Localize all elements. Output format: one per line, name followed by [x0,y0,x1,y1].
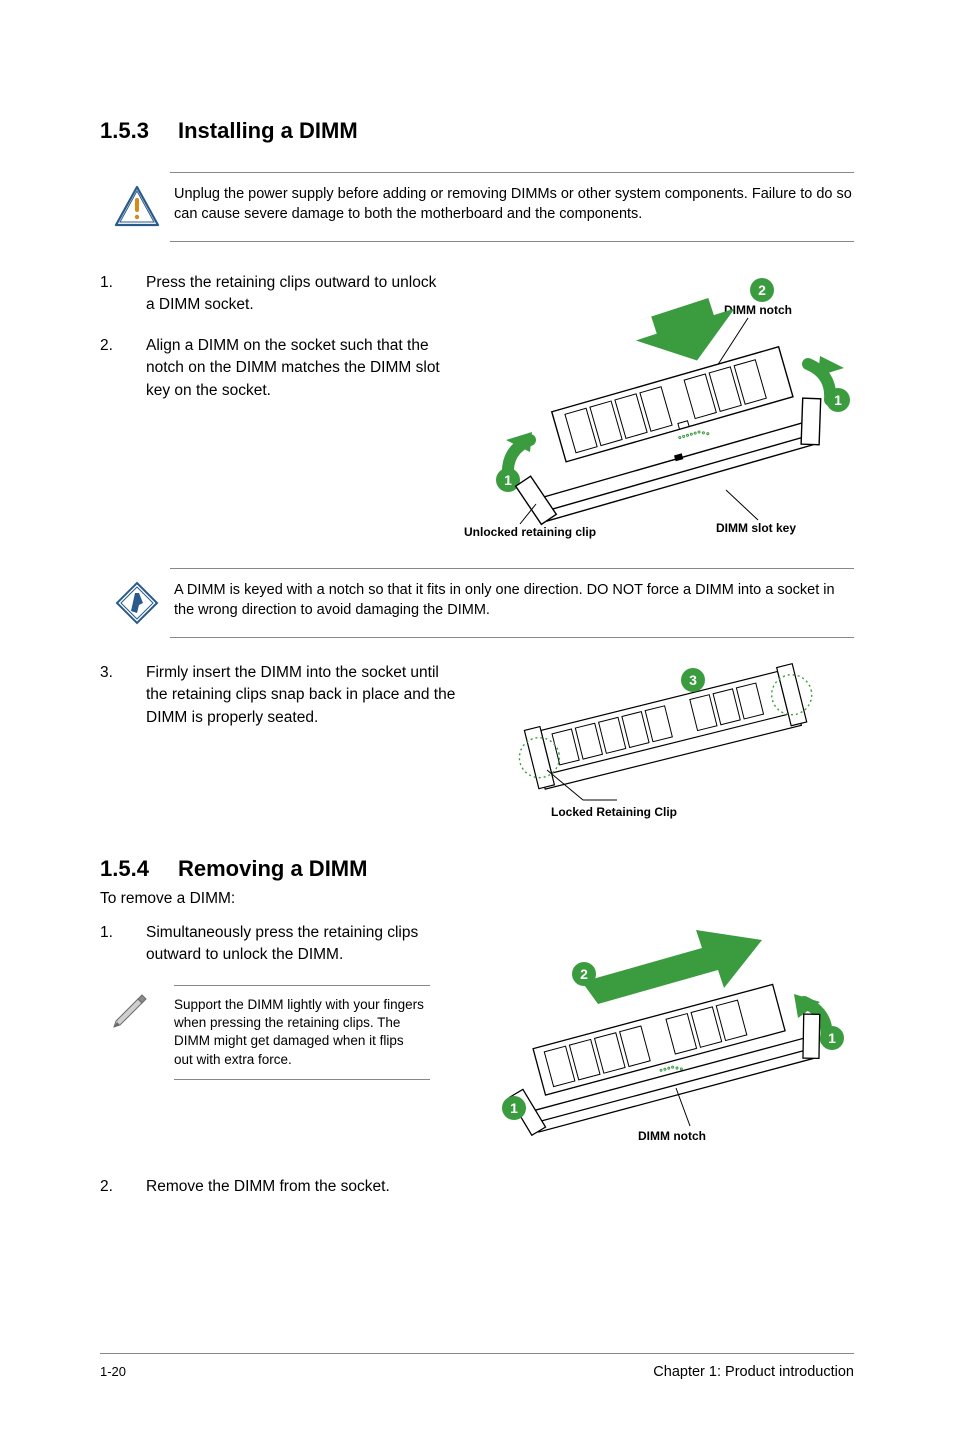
label-dimm-notch-b: DIMM notch [638,1129,706,1143]
label-slot-key: DIMM slot key [716,521,796,535]
remove-step-2: 2. Remove the DIMM from the socket. [100,1176,854,1198]
remove-intro: To remove a DIMM: [100,890,854,908]
label-locked-clip: Locked Retaining Clip [551,805,677,819]
heading-1-5-3: 1.5.3Installing a DIMM [100,118,854,144]
install-row-1: 1. Press the retaining clips outward to … [100,272,854,542]
step-number: 1. [100,922,120,967]
badge-3: 3 [689,672,697,688]
note-text: Support the DIMM lightly with your finge… [174,996,424,1069]
step-number: 2. [100,335,120,402]
install-step-2: 2. Align a DIMM on the socket such that … [100,335,440,402]
step-text: Firmly insert the DIMM into the socket u… [146,662,460,729]
pencil-icon [100,985,160,1080]
step-number: 2. [100,1176,120,1198]
badge-1l: 1 [504,472,512,488]
warning-text: Unplug the power supply before adding or… [174,185,854,224]
warning-callout: Unplug the power supply before adding or… [170,172,854,242]
install-step-3: 3. Firmly insert the DIMM into the socke… [100,662,460,729]
tip-text: A DIMM is keyed with a notch so that it … [174,581,854,620]
page-content: 1.5.3Installing a DIMM Unplug the power … [0,0,954,1438]
remove-row: 1. Simultaneously press the retaining cl… [100,922,854,1152]
tip-callout: A DIMM is keyed with a notch so that it … [170,568,854,638]
install-step-1: 1. Press the retaining clips outward to … [100,272,440,317]
badge-2b: 2 [580,966,588,982]
warning-icon [114,185,160,229]
install-row-2: 3. Firmly insert the DIMM into the socke… [100,662,854,822]
diagram-3: 2 1 [450,922,854,1152]
remove-step-1: 1. Simultaneously press the retaining cl… [100,922,430,967]
section-title: Removing a DIMM [178,856,367,881]
diagram-1: 2 DIMM notch 1 1 [460,272,860,542]
step-text: Press the retaining clips outward to unl… [146,272,440,317]
footer-page-number: 1-20 [100,1364,126,1380]
step-text: Remove the DIMM from the socket. [146,1176,390,1198]
section-number: 1.5.4 [100,856,178,882]
section-title: Installing a DIMM [178,118,358,143]
step-text: Align a DIMM on the socket such that the… [146,335,440,402]
section-number: 1.5.3 [100,118,178,144]
label-dimm-notch: DIMM notch [724,303,792,317]
page-footer: 1-20 Chapter 1: Product introduction [100,1353,854,1380]
badge-1r: 1 [834,392,842,408]
step-text: Simultaneously press the retaining clips… [146,922,430,967]
badge-2: 2 [758,282,766,298]
badge-1rb: 1 [828,1030,836,1046]
diagram-2: 3 Locked Retaining Clip [480,662,854,822]
install-steps-col: 1. Press the retaining clips outward to … [100,272,440,542]
label-unlocked-clip: Unlocked retaining clip [464,525,596,539]
footer-chapter: Chapter 1: Product introduction [653,1364,854,1380]
heading-1-5-4: 1.5.4Removing a DIMM [100,856,854,882]
badge-1lb: 1 [510,1100,518,1116]
tip-icon [114,581,160,625]
step-number: 3. [100,662,120,729]
step-number: 1. [100,272,120,317]
note-callout: Support the DIMM lightly with your finge… [100,985,430,1080]
